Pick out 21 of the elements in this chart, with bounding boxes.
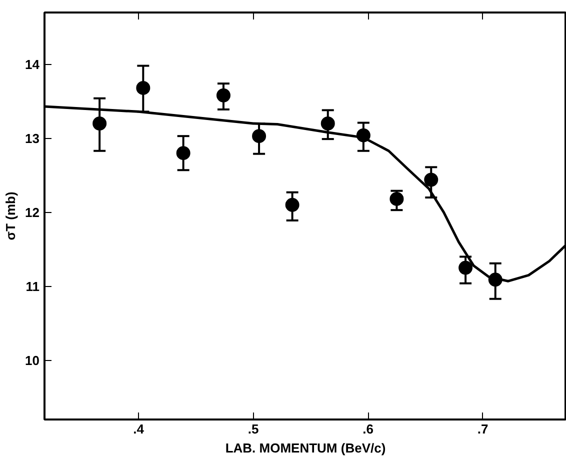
x-tick-label: .7 bbox=[477, 422, 488, 436]
point bbox=[216, 88, 230, 102]
point bbox=[320, 116, 335, 130]
point bbox=[136, 80, 150, 95]
y-tick-label: 11 bbox=[26, 278, 40, 294]
point bbox=[424, 172, 438, 187]
x-tick-label: .6 bbox=[362, 422, 374, 436]
x-axis-title: LAB. MOMENTUM (BeV/c) bbox=[225, 440, 386, 456]
y-tick-label: 10 bbox=[25, 352, 40, 368]
point bbox=[458, 260, 473, 275]
y-axis-title: σT (mb) bbox=[3, 192, 18, 240]
point bbox=[92, 116, 107, 130]
point bbox=[252, 129, 266, 144]
point bbox=[285, 198, 300, 212]
point bbox=[390, 192, 404, 206]
y-tick-label: 13 bbox=[25, 130, 40, 146]
x-tick-label: .5 bbox=[248, 422, 259, 436]
y-tick-label: 12 bbox=[25, 204, 40, 220]
point bbox=[176, 146, 190, 160]
y-tick-label: 14 bbox=[25, 56, 40, 72]
x-tick-label: .4 bbox=[133, 422, 145, 436]
